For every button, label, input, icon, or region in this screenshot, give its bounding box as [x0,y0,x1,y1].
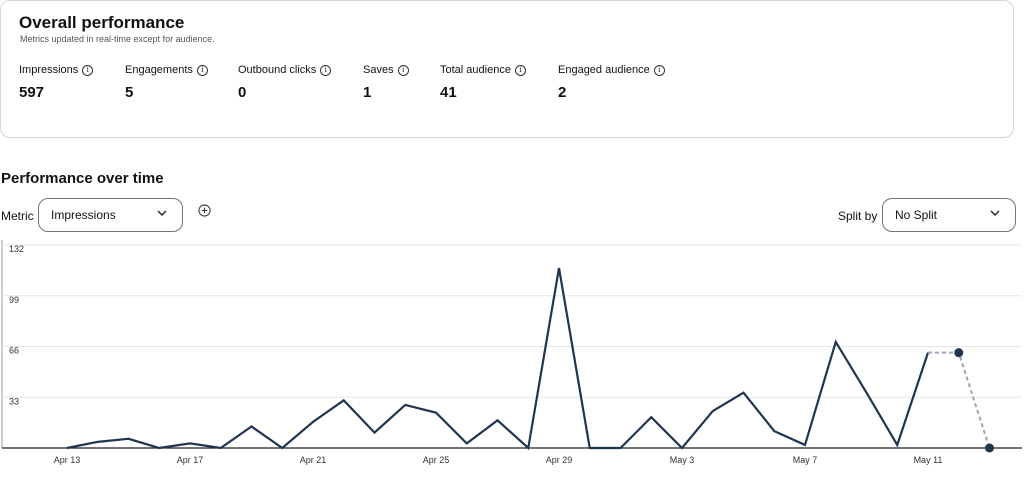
projected-point [985,443,994,453]
metric-outbound-clicks: Outbound clicks i 0 [238,64,332,101]
info-icon[interactable]: i [653,64,665,76]
x-tick-label: May 7 [793,455,818,465]
metric-label: Saves [363,64,394,76]
metric-value: 0 [238,84,247,101]
metric-engaged-audience: Engaged audience i 2 [558,64,665,101]
metric-value: 597 [19,84,45,101]
chevron-down-icon [990,210,1000,216]
metric-total-audience: Total audience i 41 [440,64,526,101]
x-tick-label: May 11 [914,455,943,465]
projected-point [954,348,964,358]
metric-saves: Saves i 1 [363,64,409,101]
y-tick-label: 132 [9,244,24,254]
y-tick-label: 33 [9,396,19,406]
y-tick-label: 99 [9,295,19,305]
metric-impressions: Impressions i 597 [19,64,94,101]
x-tick-label: Apr 25 [423,455,450,465]
overall-performance-title: Overall performance [19,13,185,32]
metric-label: Outbound clicks [238,64,317,76]
projected-series-line [928,351,991,449]
metric-value: 1 [363,84,372,101]
x-tick-label: Apr 13 [54,455,81,465]
overall-performance-card: Overall performance Metrics updated in r… [0,0,1014,138]
impressions-series-line [66,267,930,451]
metric-value: 41 [440,84,457,101]
performance-over-time-title: Performance over time [1,170,164,187]
split-by-caption: Split by [838,209,878,223]
metric-select-value: Impressions [51,208,116,222]
x-tick-label: May 3 [670,455,695,465]
info-icon[interactable]: i [397,64,409,76]
split-by-select-value: No Split [895,208,938,222]
x-tick-label: Apr 29 [546,455,573,465]
metric-engagements: Engagements i 5 [125,64,208,101]
chevron-down-icon [157,210,167,216]
add-metric-icon[interactable] [198,204,211,217]
metric-label: Total audience [440,64,511,76]
x-tick-label: Apr 17 [177,455,204,465]
info-icon[interactable]: i [320,64,332,76]
overall-performance-subtitle: Metrics updated in real-time except for … [20,34,215,44]
metric-value: 2 [558,84,567,101]
metric-select[interactable]: Impressions [38,198,183,232]
metric-label: Engaged audience [558,64,650,76]
metric-value: 5 [125,84,134,101]
info-icon[interactable]: i [82,64,94,76]
metric-label: Impressions [19,64,79,76]
metric-label: Engagements [125,64,193,76]
info-icon[interactable]: i [196,64,208,76]
x-tick-label: Apr 21 [300,455,327,465]
y-tick-label: 66 [9,346,19,356]
info-icon[interactable]: i [514,64,526,76]
impressions-line-chart: 132 99 66 33 Apr 13 Apr 17 Apr 21 Apr 25 Apr 29 M… [1,240,1022,465]
split-by-select[interactable]: No Split [882,198,1016,232]
metric-caption: Metric [1,209,34,223]
